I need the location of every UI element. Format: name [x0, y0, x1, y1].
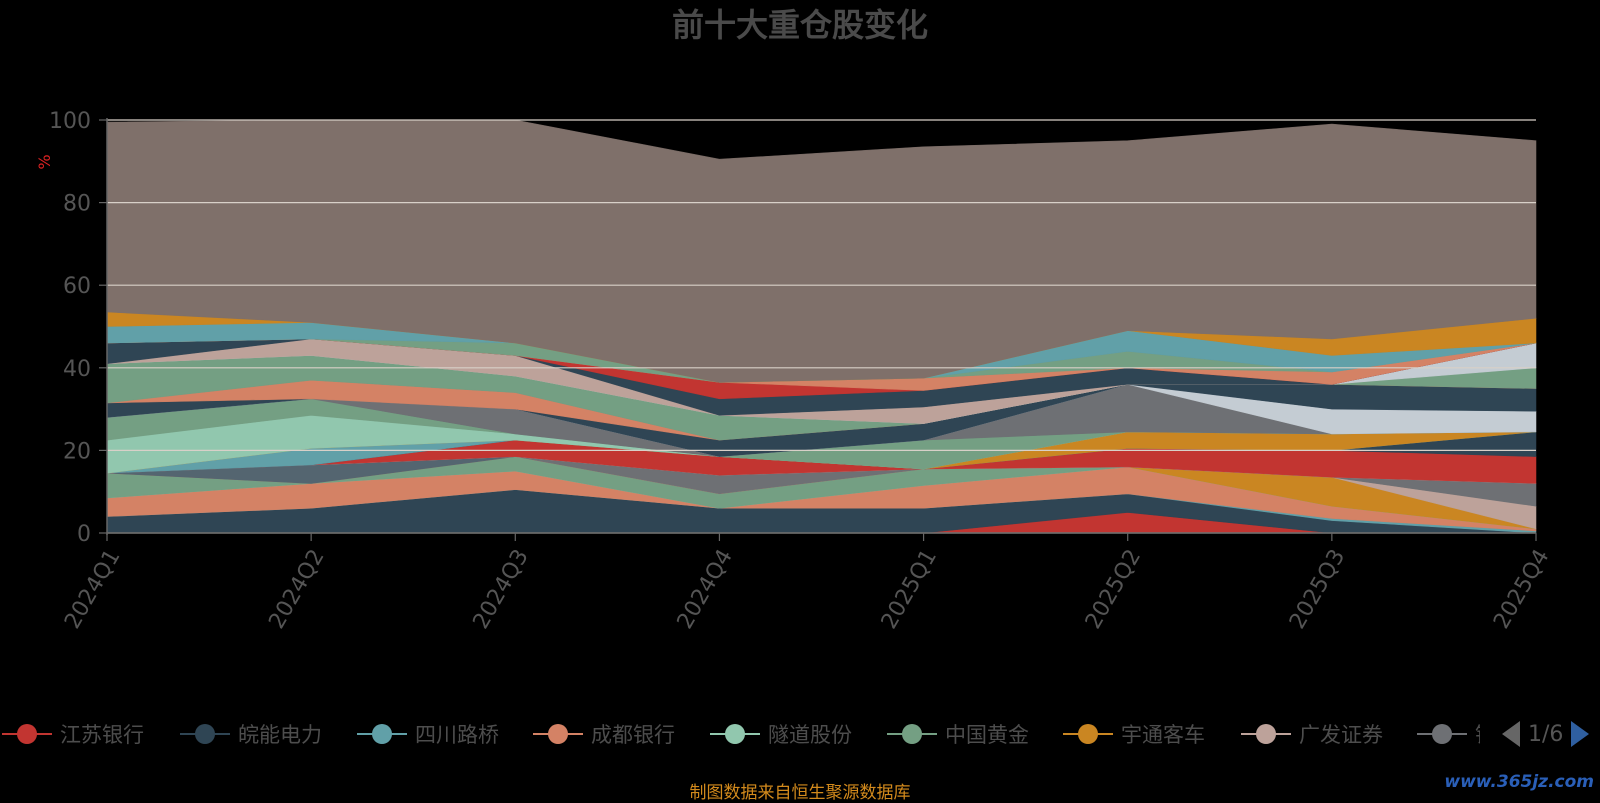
y-tick-label: 80 — [63, 192, 91, 217]
y-tick-label: 0 — [77, 522, 91, 547]
x-tick-label: 2025Q4 — [1489, 545, 1554, 633]
circle-line-icon — [1417, 724, 1467, 744]
circle-line-icon — [710, 724, 760, 744]
area-series-30 — [106, 119, 1537, 383]
legend-item-label: 隧道股份 — [768, 723, 852, 747]
chart-title: 前十大重仓股变化 — [671, 6, 928, 44]
legend-item[interactable]: 中国黄金 — [887, 712, 1029, 756]
x-tick-label: 2025Q2 — [1081, 545, 1146, 633]
x-tick-label: 2025Q3 — [1285, 545, 1350, 633]
circle-line-icon — [887, 724, 937, 744]
legend-item-label: 宇通客车 — [1121, 723, 1205, 747]
legend: 江苏银行 皖能电力 四川路桥 成都银行 隧道股份 — [0, 712, 1600, 756]
y-tick-label: 100 — [49, 109, 91, 134]
triangle-right-icon[interactable] — [1569, 719, 1591, 749]
legend-page-indicator: 1/6 — [1528, 721, 1564, 747]
legend-item-label: 四川路桥 — [415, 723, 499, 747]
watermark: www.365jz.com — [1444, 772, 1594, 792]
circle-line-icon — [357, 724, 407, 744]
circle-line-icon — [1063, 724, 1113, 744]
circle-line-icon — [180, 724, 230, 744]
x-tick-label: 2024Q2 — [264, 545, 329, 633]
legend-pager: 1/6 — [1500, 712, 1591, 756]
data-source-note: 制图数据来自恒生聚源数据库 — [689, 783, 911, 803]
circle-line-icon — [2, 724, 52, 744]
x-tick-label: 2024Q4 — [673, 545, 738, 633]
legend-item[interactable]: 皖能电力 — [180, 712, 322, 756]
legend-item[interactable]: 宇通客车 — [1063, 712, 1205, 756]
legend-item-label: 江苏银行 — [60, 723, 144, 747]
legend-item-label: 皖能电力 — [238, 723, 322, 747]
circle-line-icon — [1241, 724, 1291, 744]
x-tick-label: 2024Q3 — [469, 545, 534, 633]
x-tick-label: 2025Q1 — [877, 545, 942, 633]
legend-item-label: 广发证券 — [1299, 723, 1383, 747]
legend-item[interactable]: 广发证券 — [1241, 712, 1383, 756]
y-tick-label: 40 — [63, 357, 91, 382]
legend-item[interactable]: 江苏银行 — [2, 712, 144, 756]
y-axis-label: % — [35, 154, 54, 169]
legend-item[interactable]: 四川路桥 — [357, 712, 499, 756]
x-tick-label: 2024Q1 — [60, 545, 125, 633]
y-tick-label: 60 — [63, 274, 91, 299]
legend-item[interactable]: 成都银行 — [533, 712, 675, 756]
triangle-left-icon[interactable] — [1500, 719, 1522, 749]
stacked-area-chart: 0 20 40 60 80 100% 2024Q1 2024Q2 2024Q3 2024Q4 202… — [35, 109, 1555, 633]
y-tick-label: 20 — [63, 439, 91, 464]
legend-item-label: 中国黄金 — [945, 723, 1029, 747]
circle-line-icon — [533, 724, 583, 744]
legend-item[interactable]: 隧道股份 — [710, 712, 852, 756]
legend-item-label: 成都银行 — [591, 723, 675, 747]
